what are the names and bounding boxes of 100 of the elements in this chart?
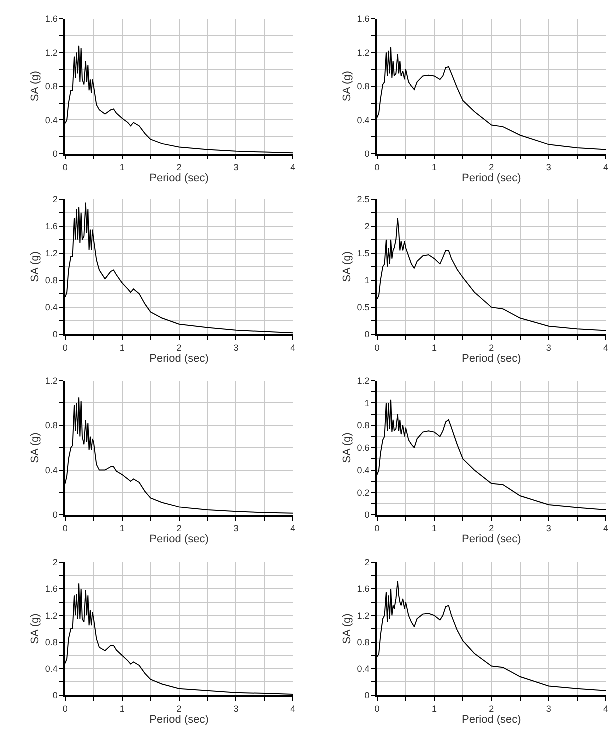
x-tick-label: 3 xyxy=(234,524,239,534)
y-tick-label: 0 xyxy=(364,510,370,520)
x-tick-label: 1 xyxy=(432,704,438,714)
y-tick-label: 1.6 xyxy=(45,14,58,24)
y-tick-label: 1.6 xyxy=(45,222,58,232)
x-tick-label: 4 xyxy=(604,704,609,714)
y-tick-label: 2 xyxy=(52,558,58,568)
x-tick-label: 4 xyxy=(604,524,609,534)
x-tick-label: 1 xyxy=(120,343,125,354)
x-tick-label: 4 xyxy=(290,162,296,173)
y-tick-label: 1.2 xyxy=(45,376,58,386)
x-tick-label: 3 xyxy=(234,704,239,714)
y-tick-label: 1.2 xyxy=(357,48,370,58)
x-tick-label: 2 xyxy=(489,343,494,354)
x-tick-label: 2 xyxy=(176,524,182,534)
y-tick-label: 1.6 xyxy=(357,14,370,24)
x-axis-title: Period (sec) xyxy=(150,714,209,726)
y-tick-label: 0 xyxy=(364,330,370,340)
x-tick-label: 3 xyxy=(546,162,552,173)
x-tick-label: 1 xyxy=(432,524,438,534)
y-tick-label: 0.8 xyxy=(357,637,370,648)
y-tick-label: 0.4 xyxy=(45,465,58,476)
y-tick-label: 0.8 xyxy=(45,276,58,286)
x-tick-label: 0 xyxy=(62,162,68,173)
x-tick-label: 0 xyxy=(374,704,380,714)
y-tick-label: 0.4 xyxy=(357,115,370,126)
x-tick-label: 2 xyxy=(489,704,494,714)
x-tick-label: 2 xyxy=(489,162,494,173)
x-axis-title: Period (sec) xyxy=(150,534,209,546)
y-tick-label: 0 xyxy=(52,330,58,340)
y-tick-label: 2 xyxy=(52,194,58,204)
y-tick-label: 0.6 xyxy=(357,443,370,454)
x-tick-label: 0 xyxy=(62,704,68,714)
x-tick-label: 3 xyxy=(546,704,552,714)
y-tick-label: 0.8 xyxy=(45,420,58,431)
y-axis-title: SA (g) xyxy=(341,71,354,102)
y-tick-label: 1.6 xyxy=(357,584,370,594)
x-tick-label: 1 xyxy=(432,343,438,354)
y-tick-label: 0.4 xyxy=(357,664,370,674)
x-tick-label: 4 xyxy=(290,524,296,534)
x-axis-title: Period (sec) xyxy=(150,172,209,185)
x-tick-label: 0 xyxy=(374,343,380,354)
x-tick-label: 4 xyxy=(290,704,296,714)
y-tick-label: 0 xyxy=(52,690,58,701)
x-axis-title: Period (sec) xyxy=(462,714,522,726)
x-tick-label: 0 xyxy=(62,343,68,354)
y-tick-label: 0.8 xyxy=(45,637,58,648)
x-tick-label: 2 xyxy=(489,524,494,534)
y-tick-label: 1.2 xyxy=(357,610,370,621)
y-tick-label: 2 xyxy=(364,558,370,568)
y-tick-label: 0.5 xyxy=(357,302,370,313)
y-tick-label: 2 xyxy=(364,222,370,232)
x-tick-label: 4 xyxy=(604,162,609,173)
y-tick-label: 0.8 xyxy=(357,82,370,92)
y-tick-label: 0.8 xyxy=(45,82,58,92)
x-axis-title: Period (sec) xyxy=(462,534,522,546)
y-tick-label: 0 xyxy=(52,510,58,520)
y-tick-label: 1.2 xyxy=(45,248,58,259)
y-tick-label: 0.8 xyxy=(357,420,370,431)
x-tick-label: 0 xyxy=(374,524,380,534)
y-axis-title: SA (g) xyxy=(29,614,42,644)
x-tick-label: 0 xyxy=(374,162,380,173)
x-tick-label: 0 xyxy=(62,524,68,534)
y-tick-label: 1.2 xyxy=(45,48,58,58)
x-tick-label: 3 xyxy=(234,162,239,173)
x-tick-label: 3 xyxy=(546,524,552,534)
x-tick-label: 3 xyxy=(234,343,239,354)
y-tick-label: 1.2 xyxy=(45,610,58,621)
y-tick-label: 0 xyxy=(364,149,370,160)
y-tick-label: 0.4 xyxy=(45,664,58,674)
x-tick-label: 4 xyxy=(604,343,609,354)
x-axis-title: Period (sec) xyxy=(150,353,209,366)
y-tick-label: 0 xyxy=(52,149,58,160)
x-axis-title: Period (sec) xyxy=(462,172,522,185)
y-axis-title: SA (g) xyxy=(29,432,42,464)
y-tick-label: 1 xyxy=(364,398,370,408)
x-tick-label: 2 xyxy=(176,704,182,714)
y-tick-label: 0 xyxy=(364,690,370,701)
x-tick-label: 4 xyxy=(290,343,296,354)
x-tick-label: 1 xyxy=(120,524,125,534)
y-tick-label: 0.2 xyxy=(357,488,370,498)
x-axis-title: Period (sec) xyxy=(462,353,522,366)
y-tick-label: 1 xyxy=(364,276,370,286)
y-tick-label: 2.5 xyxy=(357,194,370,204)
x-tick-label: 3 xyxy=(546,343,552,354)
x-tick-label: 2 xyxy=(176,343,182,354)
y-tick-label: 0.4 xyxy=(45,302,58,313)
y-axis-title: SA (g) xyxy=(341,252,354,282)
y-axis-title: SA (g) xyxy=(341,432,354,464)
y-tick-label: 1.6 xyxy=(45,584,58,594)
x-tick-label: 1 xyxy=(432,162,438,173)
y-tick-label: 0.4 xyxy=(45,115,58,126)
y-axis-title: SA (g) xyxy=(341,614,354,644)
y-tick-label: 1.5 xyxy=(357,248,370,259)
y-axis-title: SA (g) xyxy=(29,252,42,282)
x-tick-label: 1 xyxy=(120,162,125,173)
y-tick-label: 0.4 xyxy=(357,465,370,476)
x-tick-label: 2 xyxy=(176,162,182,173)
y-tick-label: 1.2 xyxy=(357,376,370,386)
y-axis-title: SA (g) xyxy=(29,71,42,102)
